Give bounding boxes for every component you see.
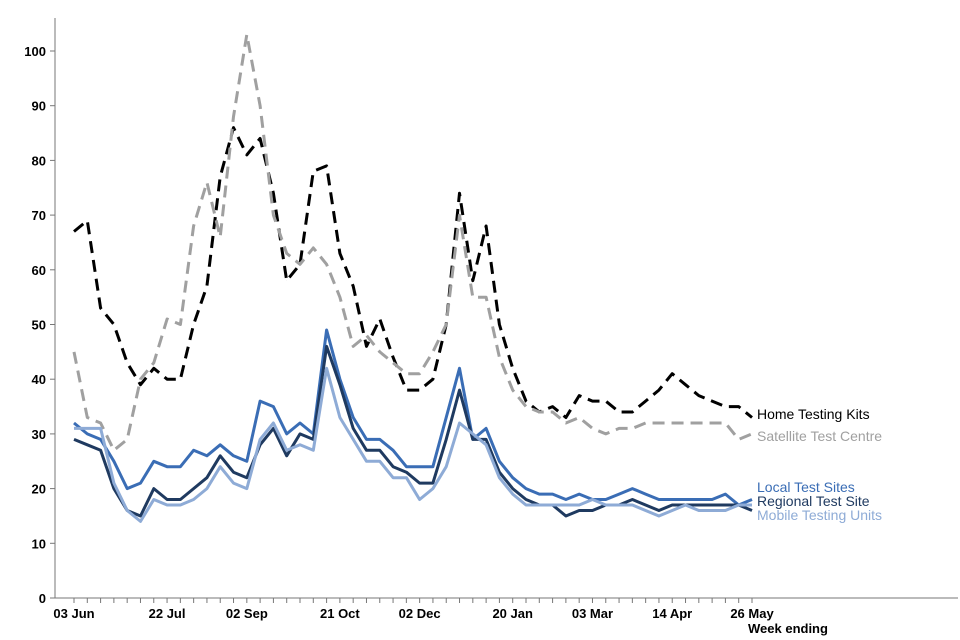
home-testing-kits-line bbox=[73, 126, 753, 419]
y-ticks: 0 10 20 30 40 50 60 70 80 90 100 bbox=[24, 44, 55, 606]
regional-test-site-line bbox=[73, 344, 753, 518]
regional-test-site-label: Regional Test Site bbox=[757, 493, 870, 509]
x-axis-label: Week ending bbox=[748, 621, 828, 636]
y-tick-label: 40 bbox=[32, 372, 46, 387]
y-tick-label: 30 bbox=[32, 427, 46, 442]
x-tick-label: 20 Jan bbox=[492, 606, 533, 621]
y-tick-label: 0 bbox=[39, 591, 46, 606]
x-tick-label: 02 Dec bbox=[399, 606, 441, 621]
y-tick-label: 60 bbox=[32, 263, 46, 278]
mobile-testing-units-line bbox=[74, 366, 752, 523]
mobile-testing-units-label: Mobile Testing Units bbox=[757, 507, 882, 523]
x-tick-label: 02 Sep bbox=[226, 606, 268, 621]
x-tick-label: 22 Jul bbox=[149, 606, 186, 621]
satellite-test-centre-label: Satellite Test Centre bbox=[757, 428, 882, 444]
local-test-sites-label: Local Test Sites bbox=[757, 479, 855, 495]
satellite-test-centre-line bbox=[72, 33, 753, 452]
y-tick-label: 50 bbox=[32, 318, 46, 333]
home-testing-kits-label: Home Testing Kits bbox=[757, 406, 870, 422]
x-tick-label: 14 Apr bbox=[652, 606, 692, 621]
series-lines bbox=[72, 33, 753, 523]
x-tick-label: 21 Oct bbox=[320, 606, 360, 621]
y-tick-label: 10 bbox=[32, 536, 46, 551]
y-tick-label: 20 bbox=[32, 482, 46, 497]
x-ticks: 03 Jun 22 Jul 02 Sep 21 Oct 02 Dec 20 Jan 03 M… bbox=[53, 598, 774, 621]
y-tick-label: 70 bbox=[32, 208, 46, 223]
y-tick-label: 80 bbox=[32, 153, 46, 168]
x-tick-label: 03 Jun bbox=[53, 606, 94, 621]
series-labels: Home Testing Kits Satellite Test Centre Lo… bbox=[757, 406, 882, 523]
y-tick-label: 100 bbox=[24, 44, 46, 59]
y-tick-label: 90 bbox=[32, 99, 46, 114]
x-tick-label: 03 Mar bbox=[572, 606, 613, 621]
local-test-sites-line bbox=[73, 328, 753, 507]
axes bbox=[54, 18, 958, 599]
x-tick-label: 26 May bbox=[730, 606, 774, 621]
